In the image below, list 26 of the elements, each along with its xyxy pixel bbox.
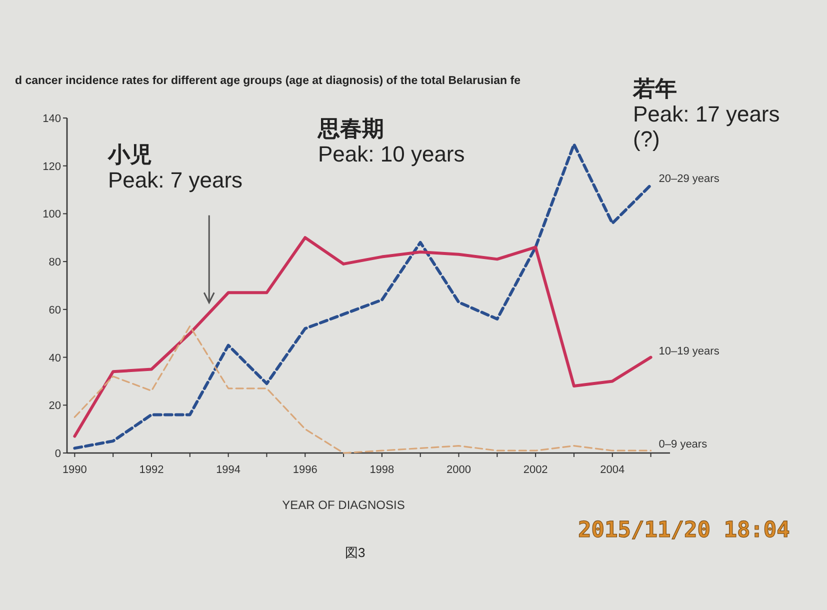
series-label: 10–19 years [658,345,720,358]
y-tick-label: 60 [48,304,61,316]
annotation: 思春期 Peak: 10 years [318,116,465,166]
x-tick-label: 1998 [370,464,394,476]
y-tick-label: 100 [42,208,61,221]
y-tick-label: 80 [48,256,61,269]
x-tick-label: 1992 [139,464,164,476]
y-tick-label: 120 [42,160,61,173]
x-tick-label: 1994 [216,464,241,476]
annotation: 図3 [345,545,366,560]
y-tick-label: 140 [42,113,61,125]
x-axis-title: YEAR OF DIAGNOSIS [282,498,405,512]
y-tick-label: 20 [48,400,61,412]
x-tick-label: 2004 [600,464,625,476]
x-tick-label: 1996 [292,464,318,476]
series-label: 0–9 years [658,438,708,451]
annotation: 若年 Peak: 17 years (?) [633,76,780,152]
y-tick-label: 0 [54,448,61,460]
x-tick-label: 2002 [523,464,548,476]
x-tick-label: 1990 [62,464,87,476]
chart-title: d cancer incidence rates for different age groups (age at diagnosis) of the total Belarusian fe [15,75,520,87]
series-label: 20–29 years [658,173,720,185]
annotation: 小児 Peak: 7 years [108,142,243,192]
y-tick-label: 40 [48,352,61,364]
x-tick-label: 2000 [446,464,471,476]
annotation: 2015/11/20 18:04 [578,518,790,543]
